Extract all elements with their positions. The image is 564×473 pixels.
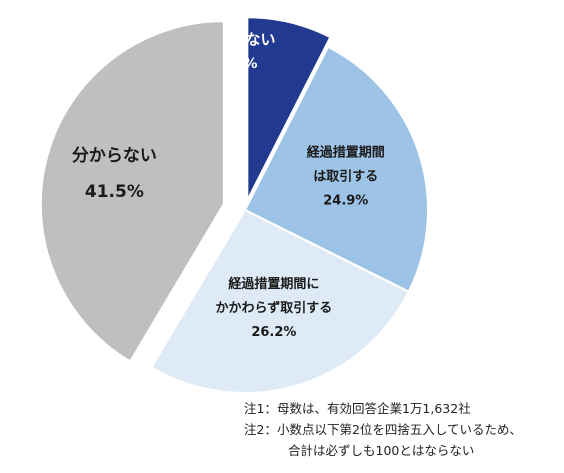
note-rounding: 注2：小数点以下第2位を四捨五入しているため、 xyxy=(244,422,523,437)
footnotes: 注1：母数は、有効回答企業1万1,632社 注2：小数点以下第2位を四捨五入して… xyxy=(244,398,564,461)
pie-slice-2 xyxy=(243,45,429,294)
pie-chart: 取引しない7.5%経過措置期間は取引する24.9%経過措置期間にかかわらず取引す… xyxy=(39,16,429,394)
slice-3-category-label: 経過措置期間に xyxy=(228,276,319,292)
slice-4-value-label: 41.5% xyxy=(85,182,144,202)
pie-slice-3 xyxy=(150,208,411,394)
slice-2-value-label: 24.9% xyxy=(323,193,368,208)
slice-3-category-label: かかわらず取引する xyxy=(215,300,332,316)
slice-4-category-label: 分からない xyxy=(72,146,157,166)
pie-slice-1 xyxy=(246,16,332,201)
slice-2-category-label: は取引する xyxy=(313,169,378,184)
slice-3-value-label: 26.2% xyxy=(251,325,296,340)
slice-1-value-label: 7.5% xyxy=(219,56,258,72)
note-rounding-cont: 合計は必ずしも100とはならない xyxy=(288,443,475,458)
pie-slice-4 xyxy=(39,20,225,363)
slice-2-category-label: 経過措置期間 xyxy=(307,144,385,160)
note-sample-size: 注1：母数は、有効回答企業1万1,632社 xyxy=(244,401,471,416)
